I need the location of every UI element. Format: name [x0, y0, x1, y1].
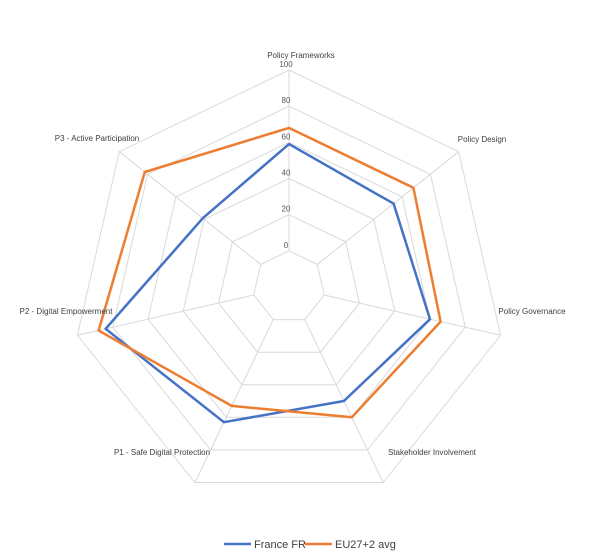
grid-ring: [217, 214, 361, 353]
tick-label: 20: [282, 205, 291, 214]
axis-label: P2 - Digital Empowerment: [20, 307, 114, 316]
grid-spoke: [324, 294, 501, 336]
grid-spoke: [194, 319, 274, 483]
radial-tick-labels: 0 20 40 60 80 100: [279, 60, 293, 250]
grid-ring: [112, 105, 466, 451]
radar-grid: [76, 69, 502, 483]
tick-label: 0: [284, 241, 289, 250]
axis-labels: Policy Frameworks Policy Design Policy Gov…: [20, 51, 567, 457]
grid-spoke: [316, 151, 459, 265]
legend: France FR EU27+2 avg: [224, 539, 396, 551]
legend-label: France FR: [254, 539, 306, 551]
tick-label: 100: [279, 60, 293, 69]
tick-label: 60: [282, 132, 291, 141]
axis-label: Policy Frameworks: [267, 51, 335, 60]
grid-ring: [76, 69, 502, 483]
axis-label: Stakeholder Involvement: [388, 448, 477, 457]
axis-label: Policy Governance: [498, 307, 566, 316]
axis-label: P3 - Active Participation: [55, 134, 139, 143]
axis-label: P1 - Safe Digital Protection: [114, 448, 210, 457]
grid-ring: [182, 177, 396, 386]
axis-label: Policy Design: [458, 135, 506, 144]
legend-label: EU27+2 avg: [335, 539, 396, 551]
tick-label: 80: [282, 96, 291, 105]
series-line-eu-avg: [97, 126, 442, 419]
series-lines: [97, 126, 442, 424]
grid-ring: [253, 250, 325, 321]
tick-label: 40: [282, 169, 291, 178]
grid-spoke: [119, 151, 262, 265]
grid-ring: [147, 141, 431, 418]
